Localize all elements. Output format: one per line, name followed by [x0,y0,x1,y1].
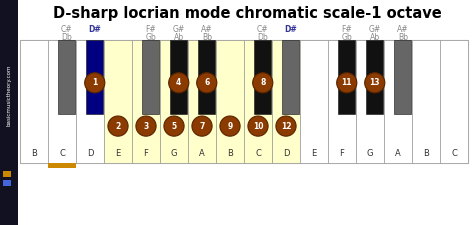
Bar [282,40,300,114]
Bar [48,40,75,163]
Text: 11: 11 [341,78,352,87]
Bar [20,40,468,163]
Text: A#: A# [201,25,212,34]
Text: E: E [311,149,317,158]
Bar [3,171,11,177]
Bar [132,40,160,163]
Text: Ab: Ab [173,33,184,42]
Text: A: A [199,149,205,158]
Circle shape [337,73,357,93]
Bar [20,40,47,163]
Bar [394,40,411,114]
Text: A: A [395,149,401,158]
Bar [245,40,272,163]
Circle shape [108,116,128,136]
Bar [254,40,272,114]
Bar [366,40,383,114]
Bar [142,40,159,114]
Text: C#: C# [61,25,73,34]
Text: 3: 3 [143,122,149,130]
Text: 7: 7 [199,122,205,130]
Bar [76,40,104,163]
Circle shape [248,116,268,136]
Circle shape [220,116,240,136]
Text: 6: 6 [204,78,210,87]
Text: G#: G# [173,25,185,34]
Text: C: C [255,149,261,158]
Bar [217,40,244,163]
Text: C: C [451,149,457,158]
Bar [301,40,328,163]
Bar [384,40,411,163]
Bar [273,40,300,163]
Text: B: B [227,149,233,158]
Bar [104,40,132,163]
Text: 4: 4 [176,78,182,87]
Circle shape [164,116,184,136]
Text: 13: 13 [370,78,380,87]
Circle shape [365,73,385,93]
Text: C#: C# [257,25,269,34]
Bar [198,40,216,114]
Text: Gb: Gb [146,33,156,42]
Text: F#: F# [146,25,156,34]
Text: C: C [59,149,65,158]
Circle shape [253,73,273,93]
Text: B: B [423,149,429,158]
Text: F: F [144,149,148,158]
Text: D: D [87,149,93,158]
Bar [160,40,188,163]
Text: D#: D# [88,25,101,34]
Text: Bb: Bb [398,33,408,42]
Bar [328,40,356,163]
Text: G: G [367,149,373,158]
Text: G: G [171,149,177,158]
Bar [356,40,383,163]
Text: Db: Db [62,33,72,42]
Bar [412,40,439,163]
Text: 10: 10 [253,122,263,130]
Text: D: D [283,149,289,158]
Text: 8: 8 [260,78,265,87]
Bar [440,40,467,163]
Bar [338,40,356,114]
Bar [86,40,103,114]
Bar [58,40,75,114]
Text: Gb: Gb [341,33,352,42]
Text: F: F [339,149,345,158]
Bar [170,40,187,114]
Circle shape [276,116,296,136]
Text: 12: 12 [281,122,291,130]
Text: E: E [115,149,120,158]
Circle shape [169,73,189,93]
Text: G#: G# [369,25,381,34]
Text: Bb: Bb [202,33,212,42]
Text: A#: A# [397,25,409,34]
Text: 5: 5 [172,122,176,130]
Text: Db: Db [257,33,268,42]
Circle shape [136,116,156,136]
Bar [3,180,11,186]
Text: 2: 2 [115,122,120,130]
Text: Ab: Ab [370,33,380,42]
Bar [0,0,18,225]
Bar [48,163,75,168]
Text: 9: 9 [228,122,233,130]
Circle shape [192,116,212,136]
Bar [188,40,216,163]
Circle shape [85,73,105,93]
Text: 1: 1 [92,78,97,87]
Text: F#: F# [341,25,352,34]
Text: B: B [31,149,37,158]
Text: basicmusictheory.com: basicmusictheory.com [7,64,11,126]
Circle shape [197,73,217,93]
Text: D-sharp locrian mode chromatic scale-1 octave: D-sharp locrian mode chromatic scale-1 o… [53,6,441,21]
Text: D#: D# [284,25,297,34]
